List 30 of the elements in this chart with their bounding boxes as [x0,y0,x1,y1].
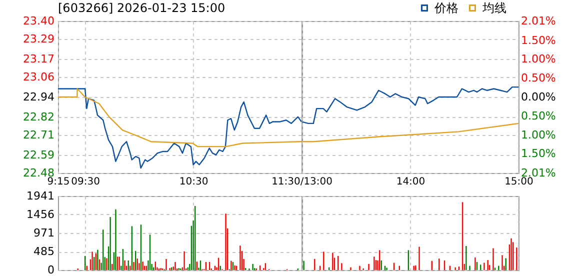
legend-label: 均线 [480,1,506,15]
y-tick-label: 23.17 [23,52,54,66]
text: 1.50% [520,34,556,47]
y-tick-label: 23.29 [23,32,54,46]
x-tick-label: 9:15 [47,176,70,188]
legend-label: 价格 [432,1,458,15]
text: 1.00% [520,128,556,142]
y-tick-label: 485 [34,245,55,258]
text: 1.00% [520,52,556,66]
x-tick-label: 14:00 [396,176,425,188]
y-tick-label: 23.40 [23,14,54,28]
x-tick-label: 15:00 [504,176,533,188]
y-tick-label: 22.82 [23,110,54,124]
y-tick-label: 971 [34,226,54,240]
text: 0.00% [520,90,556,104]
chart-title: [603266] 2026-01-23 15:00 [58,1,226,15]
y-tick-label: 0 [48,264,54,276]
y-tick-label: 22.94 [23,90,54,104]
y-tick-label: 23.06 [23,70,54,84]
text: 0.50% [520,109,556,122]
text: 1.50% [520,147,556,160]
y-tick-label: 1941 [26,190,54,202]
x-tick-label: 10:30 [179,176,208,188]
y-tick-label: 1456 [26,208,54,221]
x-tick-label: 09:30 [71,176,100,188]
y-tick-label: 22.59 [23,148,54,162]
text: 2.01% [520,14,556,28]
x-tick-label: 11:30/13:00 [272,176,332,188]
y-tick-label: 22.71 [23,128,54,142]
text: 0.50% [520,72,556,85]
